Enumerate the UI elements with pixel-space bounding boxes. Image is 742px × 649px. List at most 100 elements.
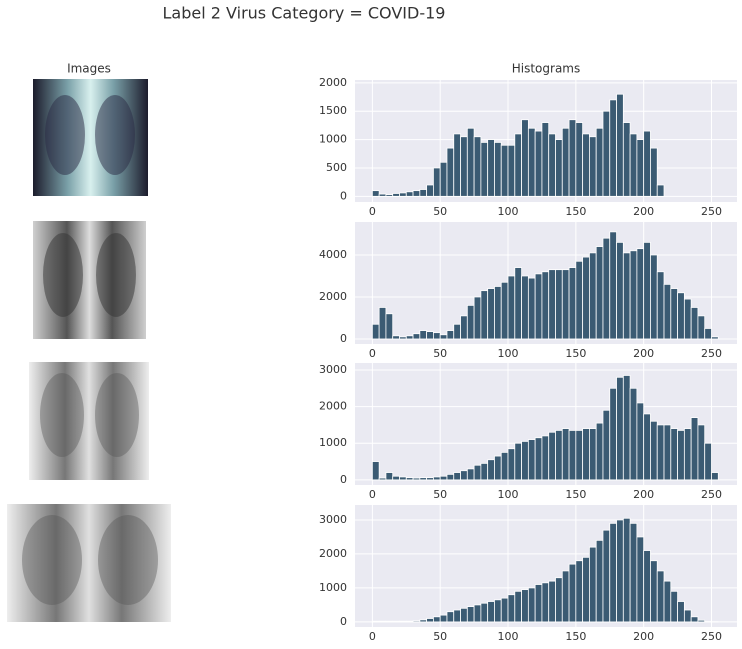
histogram-bar [656, 570, 665, 623]
histogram-bar [466, 127, 475, 197]
histogram-bar [527, 587, 536, 623]
histogram-bar [575, 430, 584, 481]
histogram-bar [500, 451, 509, 481]
x-tick-label: 200 [633, 630, 654, 643]
histogram-bar [460, 607, 468, 623]
histogram-bar [616, 519, 624, 623]
histogram-bar [507, 275, 516, 340]
histogram-bar [561, 269, 570, 340]
histogram-bar [609, 387, 617, 481]
histogram-bar [466, 468, 475, 481]
histogram-bar [697, 619, 706, 623]
lung [45, 95, 85, 175]
histogram-bar [582, 556, 590, 623]
histogram-bar [643, 550, 651, 623]
histogram-bar [494, 142, 502, 197]
y-tick-label: 1000 [319, 133, 347, 146]
histogram-bar [405, 191, 414, 197]
y-tick-label: 4000 [319, 248, 347, 261]
histogram-bar [527, 127, 536, 197]
histogram-bar [656, 184, 665, 197]
x-tick-label: 50 [433, 347, 447, 360]
histogram-bar [419, 330, 428, 340]
histogram-bar [690, 307, 699, 340]
histogram-bar [466, 606, 475, 623]
histogram-bar [399, 192, 407, 197]
x-tick-label: 100 [498, 205, 519, 218]
histogram-bar [392, 193, 400, 197]
x-tick-label: 200 [633, 347, 654, 360]
histogram-bar [385, 313, 394, 340]
histogram-bar [670, 288, 678, 340]
x-tick-label: 0 [369, 630, 376, 643]
histogram-bar [487, 459, 495, 481]
histogram-bar [663, 283, 672, 340]
histogram-bar [555, 139, 563, 197]
x-tick-label: 50 [433, 630, 447, 643]
histogram-bar [460, 136, 468, 197]
lung [95, 373, 139, 457]
histogram-bar [446, 147, 455, 197]
y-tick-label: 3000 [319, 363, 347, 376]
histogram-bar [514, 133, 522, 197]
histogram-bar [412, 620, 421, 623]
histogram-bar [419, 477, 428, 481]
histogram-bar [433, 332, 441, 340]
histogram-bar [616, 241, 624, 340]
histogram-bar [561, 428, 570, 481]
histogram-bar [480, 142, 489, 197]
histogram-bar [616, 376, 624, 481]
y-tick-label: 2000 [319, 290, 347, 303]
x-tick-label: 100 [498, 488, 519, 501]
x-tick-label: 250 [701, 630, 722, 643]
histogram-bar [561, 570, 570, 623]
histogram-bar [683, 609, 692, 623]
histogram-bar [629, 133, 638, 197]
histogram-bar [636, 536, 645, 623]
histogram-bar [541, 435, 550, 481]
y-tick-label: 2000 [319, 547, 347, 560]
histogram-bar [575, 560, 584, 623]
xray-image [29, 362, 149, 480]
y-tick-label: 3000 [319, 513, 347, 526]
histogram-bar [487, 601, 495, 623]
histogram-bar [378, 477, 387, 481]
histogram-bar [399, 336, 407, 340]
y-tick-label: 1000 [319, 581, 347, 594]
histogram-bar [555, 430, 563, 481]
histogram-bar [378, 307, 387, 340]
histogram-bar [534, 437, 543, 481]
histogram-bar [534, 273, 543, 340]
histogram-bar [643, 413, 651, 481]
histogram-bar [555, 269, 563, 340]
histogram-bar [650, 147, 658, 197]
histogram-bar [500, 597, 509, 623]
histogram-bar [514, 442, 522, 481]
images-title: Images [67, 62, 111, 76]
histogram-bar [629, 250, 638, 340]
histogram-bar [602, 237, 611, 340]
histogram-bar [439, 614, 448, 623]
histogram-bar [473, 464, 482, 481]
histogram-bar [494, 286, 502, 340]
histogram-bar [589, 252, 597, 340]
x-tick-label: 150 [565, 630, 586, 643]
histogram-bar [697, 315, 706, 340]
histogram-bar [527, 439, 536, 481]
histogram-bar [622, 122, 631, 197]
histogram-bar [480, 290, 489, 340]
histogram-bar [480, 462, 489, 481]
histogram-bar [677, 430, 685, 481]
histogram-bar [460, 470, 468, 481]
histogram-bar [622, 375, 631, 481]
y-tick-label: 2000 [319, 400, 347, 413]
histogram-bar [663, 580, 672, 623]
histogram-bar [622, 252, 631, 340]
histogram-bar [419, 619, 428, 623]
x-tick-label: 200 [633, 205, 654, 218]
histogram-bar [622, 517, 631, 623]
histogram-bar [582, 428, 590, 481]
histogram-bar [582, 133, 590, 197]
x-tick-label: 0 [369, 488, 376, 501]
histogram-bar [378, 620, 387, 623]
